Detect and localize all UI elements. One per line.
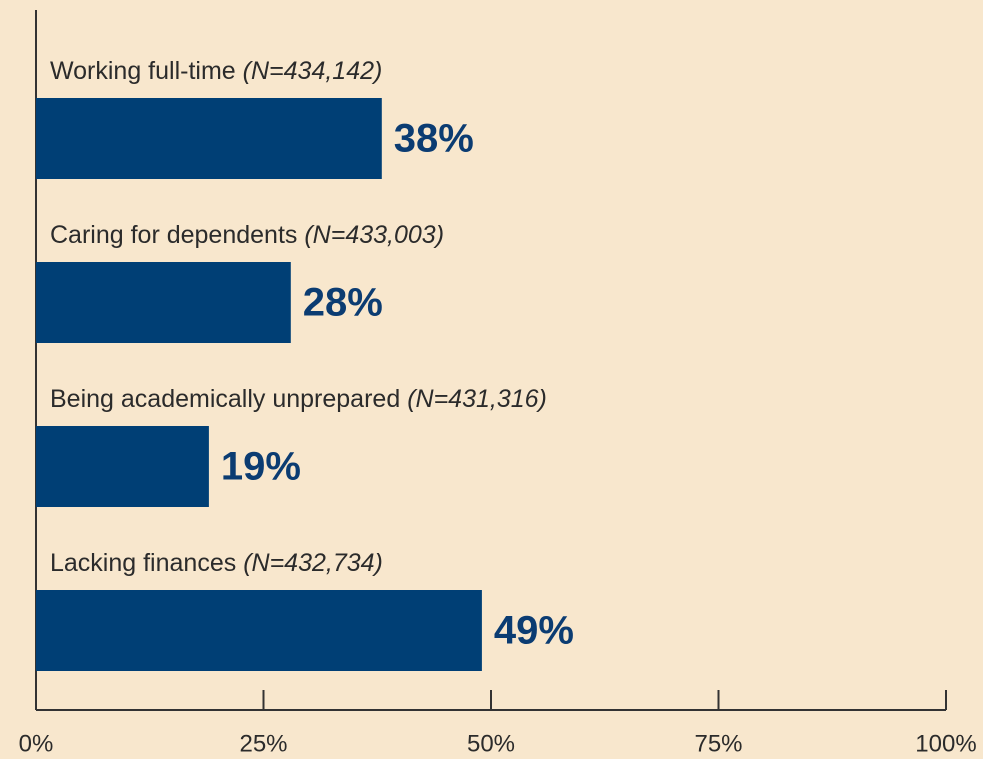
x-tick-label: 25% [239, 730, 287, 757]
value-label: 19% [221, 445, 301, 489]
category-label: Being academically unprepared (N=431,316… [50, 385, 547, 413]
category-name: Being academically unprepared [50, 385, 400, 413]
category-label: Working full-time (N=434,142) [50, 57, 382, 85]
category-name: Working full-time [50, 57, 236, 85]
category-note: (N=432,734) [243, 549, 383, 577]
category-name: Caring for dependents [50, 221, 297, 249]
value-label: 49% [494, 609, 574, 653]
category-note: (N=431,316) [407, 385, 547, 413]
category-label: Caring for dependents (N=433,003) [50, 221, 444, 249]
bar [36, 262, 291, 343]
category-label: Lacking finances (N=432,734) [50, 549, 383, 577]
x-tick-label: 75% [694, 730, 742, 757]
bar [36, 98, 382, 179]
bar [36, 590, 482, 671]
value-label: 38% [394, 117, 474, 161]
bar [36, 426, 209, 507]
x-tick-label: 100% [915, 730, 976, 757]
value-label: 28% [303, 281, 383, 325]
x-tick-label: 0% [19, 730, 54, 757]
category-note: (N=434,142) [243, 57, 383, 85]
x-tick-label: 50% [467, 730, 515, 757]
category-note: (N=433,003) [304, 221, 444, 249]
category-name: Lacking finances [50, 549, 236, 577]
